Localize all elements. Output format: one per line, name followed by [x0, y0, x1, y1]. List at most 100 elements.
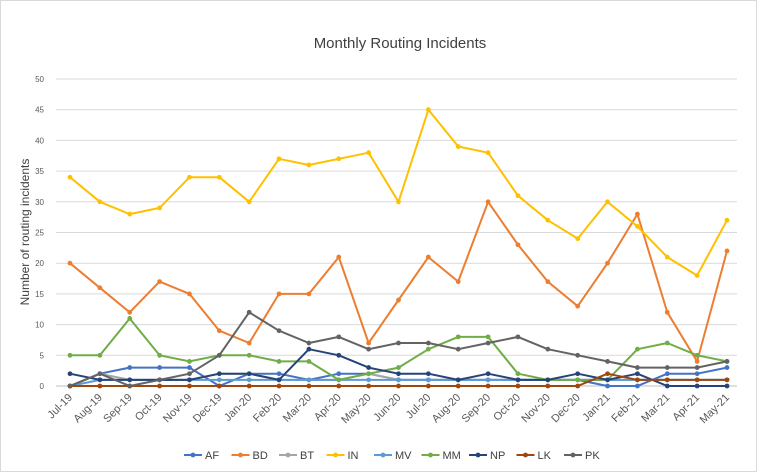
y-tick-label: 10	[35, 321, 44, 330]
legend-label: MM	[443, 450, 461, 462]
data-point	[97, 352, 103, 358]
data-point	[276, 359, 282, 364]
data-point	[97, 285, 103, 291]
data-point	[157, 352, 162, 358]
data-point	[306, 162, 312, 168]
legend-swatch-marker	[523, 452, 528, 458]
data-point	[127, 316, 133, 321]
data-point	[545, 377, 551, 383]
data-point	[366, 150, 372, 156]
data-point	[664, 377, 670, 383]
legend-item-mm: MM	[421, 450, 461, 462]
data-point	[157, 365, 162, 370]
data-point	[396, 377, 401, 383]
data-point	[635, 383, 640, 389]
chart-title: Monthly Routing Incidents	[314, 35, 487, 52]
data-point	[246, 371, 252, 377]
data-point	[306, 383, 312, 389]
data-point	[664, 309, 670, 315]
data-point	[694, 359, 700, 364]
data-point	[425, 377, 431, 383]
data-point	[635, 371, 640, 377]
data-point	[575, 352, 581, 358]
data-point	[336, 371, 342, 377]
y-tick-label: 20	[35, 259, 44, 268]
data-point	[694, 371, 700, 377]
y-axis-ticks: 0 5 10 15 20 25 30 35 40 45 50	[35, 75, 44, 391]
data-point	[187, 359, 192, 364]
data-point	[545, 279, 551, 285]
data-point	[694, 383, 700, 389]
data-point	[366, 365, 372, 370]
legend-label: IN	[348, 450, 359, 462]
data-point	[635, 377, 640, 383]
data-point	[455, 346, 461, 352]
data-point	[246, 199, 252, 205]
y-tick-label: 35	[35, 167, 44, 176]
y-tick-label: 25	[35, 229, 44, 238]
data-point	[425, 107, 431, 113]
legend-label: AF	[205, 450, 219, 462]
data-point	[157, 279, 162, 285]
y-tick-label: 5	[40, 351, 45, 360]
data-point	[455, 334, 461, 340]
data-point	[396, 365, 401, 370]
data-point	[545, 346, 551, 352]
data-point	[455, 144, 461, 149]
data-point	[485, 383, 491, 389]
data-point	[694, 365, 700, 370]
data-point	[127, 309, 133, 315]
data-point	[694, 352, 700, 358]
series-pk	[67, 309, 730, 389]
data-point	[216, 328, 222, 334]
data-point	[97, 371, 103, 377]
data-point	[515, 383, 521, 389]
data-point	[664, 365, 670, 370]
data-point	[97, 199, 103, 205]
data-point	[605, 260, 610, 266]
data-point	[724, 383, 730, 389]
data-point	[366, 371, 372, 377]
data-point	[485, 334, 491, 340]
legend-label: LK	[538, 450, 552, 462]
legend-label: BD	[253, 450, 268, 462]
data-point	[515, 377, 521, 383]
y-axis-label: Number of routing incidents	[18, 159, 32, 306]
data-point	[187, 383, 192, 389]
data-point	[336, 334, 342, 340]
series-lines	[67, 107, 730, 389]
data-point	[425, 340, 431, 346]
data-point	[216, 352, 222, 358]
data-point	[187, 291, 192, 297]
data-point	[485, 340, 491, 346]
data-point	[366, 346, 372, 352]
data-point	[485, 371, 491, 377]
data-point	[575, 377, 581, 383]
data-point	[67, 371, 73, 377]
data-point	[276, 383, 282, 389]
data-point	[216, 377, 222, 383]
data-point	[157, 205, 162, 211]
data-point	[605, 199, 610, 205]
legend-swatch-marker	[475, 452, 481, 458]
y-tick-label: 45	[35, 106, 44, 115]
data-point	[396, 297, 401, 303]
data-point	[366, 377, 372, 383]
data-point	[664, 340, 670, 346]
data-point	[336, 352, 342, 358]
data-point	[635, 223, 640, 229]
series-mm	[67, 316, 730, 383]
data-point	[575, 236, 581, 242]
legend-item-lk: LK	[516, 450, 552, 462]
data-point	[396, 199, 401, 205]
data-point	[97, 383, 103, 389]
data-point	[425, 371, 431, 377]
data-point	[396, 340, 401, 346]
data-point	[67, 174, 73, 180]
data-point	[276, 328, 282, 334]
legend-label: NP	[490, 450, 505, 462]
data-point	[425, 383, 431, 389]
legend-item-bd: BD	[231, 450, 268, 462]
data-point	[246, 352, 252, 358]
data-point	[485, 377, 491, 383]
